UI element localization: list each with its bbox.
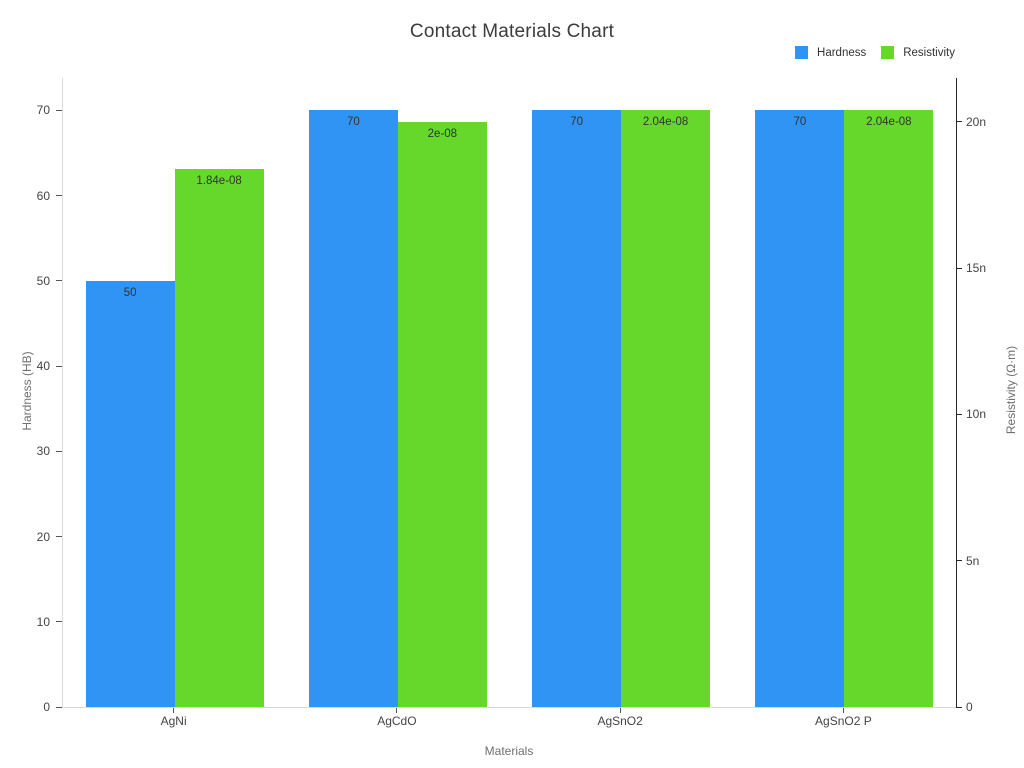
right-axis-tick-label: 15n xyxy=(966,261,987,276)
bar-value-label: 2.04e-08 xyxy=(866,116,912,129)
legend-item-resistivity[interactable]: Resistivity xyxy=(881,46,955,59)
bar-value-label: 50 xyxy=(123,286,137,299)
left-axis-tick-mark xyxy=(56,450,62,452)
bar-value-label: 2e-08 xyxy=(427,127,458,140)
bar-value-label: 70 xyxy=(793,116,807,129)
x-axis-title: Materials xyxy=(484,744,534,758)
right-axis-tick-mark xyxy=(956,706,962,708)
legend-label: Resistivity xyxy=(903,46,955,59)
bar-value-label: 1.84e-08 xyxy=(196,174,242,187)
bar-value-label: 70 xyxy=(346,116,360,129)
right-axis-tick-mark xyxy=(956,121,962,123)
x-axis-tick-mark xyxy=(173,708,175,713)
left-axis-tick-mark xyxy=(56,280,62,282)
left-axis-tick-label: 0 xyxy=(43,700,50,714)
bar-value-label: 2.04e-08 xyxy=(642,116,689,129)
legend: Hardness Resistivity xyxy=(795,46,955,59)
x-axis-tick-mark xyxy=(396,708,398,713)
left-axis-tick-label: 50 xyxy=(36,273,50,288)
right-axis-tick-label: 5n xyxy=(966,553,980,568)
right-axis-tick-label: 10n xyxy=(966,407,987,422)
left-axis-tick-mark xyxy=(56,195,62,197)
left-axis-tick-mark xyxy=(56,365,62,367)
resistivity-bar-agsno2: 2.04e-08 xyxy=(621,110,711,707)
right-axis-tick-mark xyxy=(956,413,962,415)
left-axis-tick-label: 70 xyxy=(36,103,50,118)
left-axis-tick-mark xyxy=(56,621,62,623)
left-axis-tick-label: 20 xyxy=(36,529,50,544)
resistivity-swatch xyxy=(881,46,895,59)
x-axis-tick-label: AgSnO2 P xyxy=(815,714,872,728)
legend-label: Hardness xyxy=(817,46,867,59)
right-axis-tick-mark xyxy=(956,267,962,269)
resistivity-bar-agsno2-p: 2.04e-08 xyxy=(844,110,934,707)
hardness-bar-agcdo: 70 xyxy=(308,110,398,707)
legend-item-hardness[interactable]: Hardness xyxy=(795,46,866,59)
left-axis-title: Hardness (HB) xyxy=(20,351,34,431)
plot-area: 50 70 70 70 1.84e-08 2e-08 2.04e-08 2.04e-08 xyxy=(62,78,957,708)
x-axis-tick-label: AgCdO xyxy=(377,714,417,728)
right-axis-tick-mark xyxy=(956,560,962,562)
hardness-bar-agsno2: 70 xyxy=(532,110,622,707)
left-axis-tick-label: 10 xyxy=(36,614,50,629)
x-axis-tick-mark xyxy=(842,708,844,713)
x-axis-tick-mark xyxy=(619,708,621,713)
left-axis-tick-mark xyxy=(56,109,62,111)
left-axis-tick-label: 40 xyxy=(36,359,50,374)
left-axis-tick-mark xyxy=(56,536,62,538)
x-axis-tick-label: AgNi xyxy=(160,714,187,728)
left-axis-tick-label: 30 xyxy=(36,444,50,459)
bar-value-label: 70 xyxy=(570,116,584,129)
left-axis-tick-label: 60 xyxy=(36,188,50,203)
left-axis-tick-mark xyxy=(56,706,62,708)
resistivity-bar-agni: 1.84e-08 xyxy=(174,168,264,707)
right-axis-title: Resistivity (Ω·m) xyxy=(1004,345,1018,435)
x-axis-tick-label: AgSnO2 xyxy=(597,714,643,728)
right-axis-tick-label: 20n xyxy=(966,114,987,129)
right-axis-tick-label: 0 xyxy=(966,700,973,714)
resistivity-bar-agcdo: 2e-08 xyxy=(397,121,487,707)
hardness-swatch xyxy=(795,46,809,59)
hardness-bar-agni: 50 xyxy=(85,280,175,707)
hardness-bar-agsno2-p: 70 xyxy=(755,110,845,707)
chart-title: Contact Materials Chart xyxy=(409,21,615,42)
